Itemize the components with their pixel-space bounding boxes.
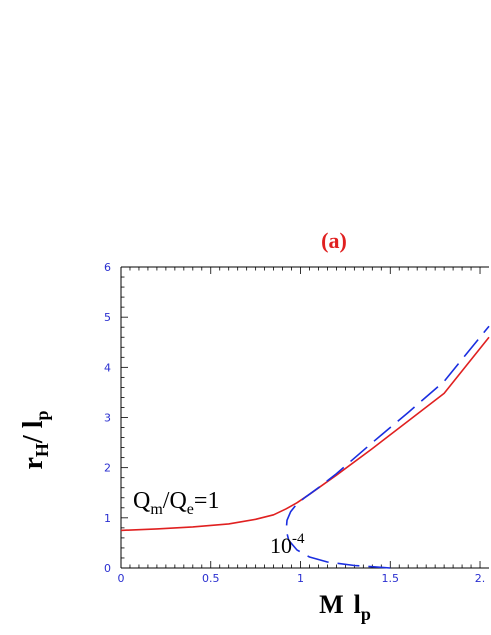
annot-q: Q [133, 488, 150, 514]
x-tick-label: 0.5 [202, 572, 220, 585]
y-tick-label: 2 [104, 462, 111, 475]
annot-slash-q: /Q [163, 488, 187, 514]
y-label-sub-p: p [32, 410, 52, 420]
x-tick-label: 0 [118, 572, 125, 585]
plot-frame [120, 266, 489, 569]
y-tick-label: 3 [104, 412, 111, 425]
x-label-sub-p: p [361, 604, 371, 624]
chart-title: (a) [321, 228, 347, 253]
y-tick-label: 4 [104, 361, 111, 374]
svg-text:rH/ lp: rH/ lp [18, 410, 52, 469]
y-tick-label: 5 [104, 311, 111, 324]
annot-sub-m: m [150, 501, 163, 518]
annot-sub-e: e [187, 501, 194, 518]
x-tick-label: 1 [297, 572, 304, 585]
annotation-ratio-1e-4: 10-4 [270, 531, 305, 558]
y-label-r: r [18, 457, 49, 469]
annot-exp: -4 [292, 531, 305, 547]
series-line-2 [285, 325, 490, 569]
series-group [120, 325, 490, 569]
y-tick-label: 6 [104, 261, 111, 274]
axis-ticks [120, 266, 481, 569]
y-tick-label: 0 [104, 562, 111, 575]
y-label-slash-l: / l [18, 420, 49, 444]
y-label-sub-h: H [32, 443, 52, 457]
annot-ten: 10 [270, 533, 292, 558]
y-axis-label: rH/ lp [18, 410, 52, 469]
tick-labels: 0 0.5 1 1.5 2. 0 1 2 3 4 5 6 [104, 261, 485, 585]
annotation-charge-ratio: Qm/Qe=1 [133, 488, 219, 518]
annot-eq-one: =1 [194, 488, 220, 514]
y-tick-label: 1 [104, 512, 111, 525]
x-label-l: l [354, 590, 361, 619]
series-line-1 [120, 336, 490, 532]
x-tick-label: 1.5 [382, 572, 400, 585]
x-tick-label: 2. [475, 572, 486, 585]
x-label-m: M [319, 590, 344, 619]
